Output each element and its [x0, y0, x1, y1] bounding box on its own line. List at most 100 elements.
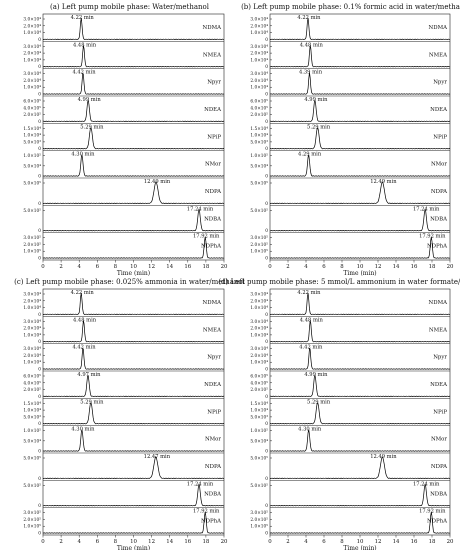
compound-label: NPiP: [207, 409, 221, 415]
chromatogram-line: [269, 347, 451, 370]
y-tick-label: 5.0×10⁴: [250, 163, 268, 169]
x-tick-label: 20: [447, 539, 454, 545]
chromatogram-panel: (b) Left pump mobile phase: 0.1% formic …: [241, 3, 460, 277]
compound-label: NPiP: [207, 134, 221, 140]
x-tick-label: 10: [130, 264, 137, 270]
retention-time-label: 4.42 min: [72, 345, 96, 351]
retention-time-label: 12.47 min: [144, 454, 171, 460]
y-tick-label: 1.0×10⁴: [23, 360, 41, 366]
chromatogram-line: [42, 375, 225, 397]
y-tick-label: 1.0×10⁴: [23, 133, 41, 139]
retention-time-label: 4.30 min: [71, 427, 95, 433]
y-tick-label: 0: [38, 395, 41, 400]
compound-label: NDMA: [203, 300, 222, 306]
y-tick-label: 5.0×10⁵: [23, 208, 41, 214]
y-tick-label: 0: [38, 175, 41, 180]
retention-time-label: 5.29 min: [80, 124, 104, 130]
y-tick-label: 2.0×10⁵: [250, 112, 268, 118]
y-tick-label: 5.0×10⁴: [23, 163, 41, 169]
chromatogram-line: [43, 484, 225, 507]
y-tick-label: 1.0×10⁴: [250, 133, 268, 139]
x-tick-label: 0: [268, 539, 272, 545]
y-tick-label: 6.0×10⁵: [250, 374, 268, 380]
x-tick-label: 20: [221, 539, 228, 545]
y-tick-label: 1.0×10⁴: [250, 85, 268, 91]
chromatogram-line: [42, 429, 225, 452]
x-tick-label: 18: [202, 539, 209, 545]
y-tick-label: 1.0×10⁵: [250, 524, 268, 530]
retention-time-label: 5.29 min: [307, 124, 331, 130]
chromatogram-panel: (a) Left pump mobile phase: Water/methan…: [23, 3, 228, 277]
y-tick-label: 0: [38, 93, 41, 98]
y-tick-label: 3.0×10⁴: [23, 292, 41, 298]
x-tick-label: 20: [221, 264, 228, 270]
compound-label: NDMA: [203, 25, 222, 31]
chromatogram-line: [269, 292, 451, 315]
y-tick-label: 0: [38, 38, 41, 43]
y-tick-label: 2.0×10⁵: [23, 517, 41, 523]
chromatogram-line: [42, 236, 225, 259]
x-tick-label: 4: [77, 264, 81, 270]
y-tick-label: 2.0×10⁴: [250, 51, 268, 57]
retention-time-label: 5.29 min: [80, 399, 104, 405]
y-tick-label: 0: [38, 340, 41, 345]
x-tick-label: 6: [96, 539, 100, 545]
chromatogram-line: [269, 154, 451, 177]
panel-title: (d) Left pump mobile phase: 5 mmol/L amm…: [218, 278, 460, 286]
compound-label: NDBA: [204, 491, 221, 497]
y-tick-label: 5.0×10³: [250, 414, 268, 420]
retention-time-label: 17.92 min: [419, 509, 446, 515]
y-tick-label: 5.0×10⁵: [250, 208, 268, 214]
y-tick-label: 1.0×10⁵: [23, 524, 41, 530]
retention-time-label: 17.92 min: [419, 234, 446, 240]
y-tick-label: 2.0×10⁴: [250, 326, 268, 332]
y-tick-label: 2.0×10⁴: [23, 326, 41, 332]
x-tick-label: 12: [148, 264, 155, 270]
retention-time-label: 17.24 min: [187, 206, 214, 212]
x-tick-label: 8: [114, 264, 118, 270]
compound-label: NDEA: [430, 382, 447, 388]
compound-label: NDPhA: [427, 244, 447, 250]
y-tick-label: 2.0×10⁴: [23, 78, 41, 84]
panel-title: (c) Left pump mobile phase: 0.025% ammon…: [14, 278, 246, 286]
y-tick-label: 6.0×10⁵: [23, 99, 41, 105]
x-tick-label: 8: [114, 539, 118, 545]
x-tick-label: 4: [304, 264, 308, 270]
x-tick-label: 0: [41, 539, 45, 545]
retention-time-label: 4.48 min: [300, 42, 324, 48]
compound-label: NPiP: [433, 409, 447, 415]
y-tick-label: 1.0×10⁴: [250, 30, 268, 36]
compound-label: NMEA: [203, 52, 221, 58]
compound-label: NDPhA: [201, 519, 221, 525]
x-tick-label: 2: [286, 539, 289, 545]
compound-label: NDBA: [430, 491, 447, 497]
compound-label: NDPA: [205, 189, 221, 195]
y-tick-label: 1.0×10⁴: [23, 305, 41, 311]
y-tick-label: 2.0×10⁴: [23, 298, 41, 304]
y-tick-label: 0: [265, 257, 268, 262]
x-axis-label: Time (min): [343, 270, 376, 277]
y-tick-label: 0: [38, 504, 41, 509]
y-tick-label: 0: [38, 202, 41, 207]
y-tick-label: 0: [38, 368, 41, 373]
y-tick-label: 5.0×10⁵: [250, 456, 268, 462]
retention-time-label: 4.48 min: [300, 317, 324, 323]
y-tick-label: 4.0×10⁵: [250, 105, 268, 111]
y-tick-label: 3.0×10⁴: [250, 346, 268, 352]
retention-time-label: 4.29 min: [298, 152, 322, 158]
x-tick-label: 2: [286, 264, 289, 270]
chromatogram-line: [43, 209, 225, 232]
chromatogram-line: [42, 181, 225, 204]
y-tick-label: 0: [265, 532, 268, 537]
y-tick-label: 1.0×10⁵: [23, 153, 41, 159]
y-tick-label: 3.0×10⁴: [23, 44, 41, 50]
x-tick-label: 12: [375, 264, 382, 270]
chromatogram-line: [269, 126, 451, 150]
chromatogram-line: [270, 209, 451, 232]
y-tick-label: 0: [38, 532, 41, 537]
x-tick-label: 4: [77, 539, 81, 545]
